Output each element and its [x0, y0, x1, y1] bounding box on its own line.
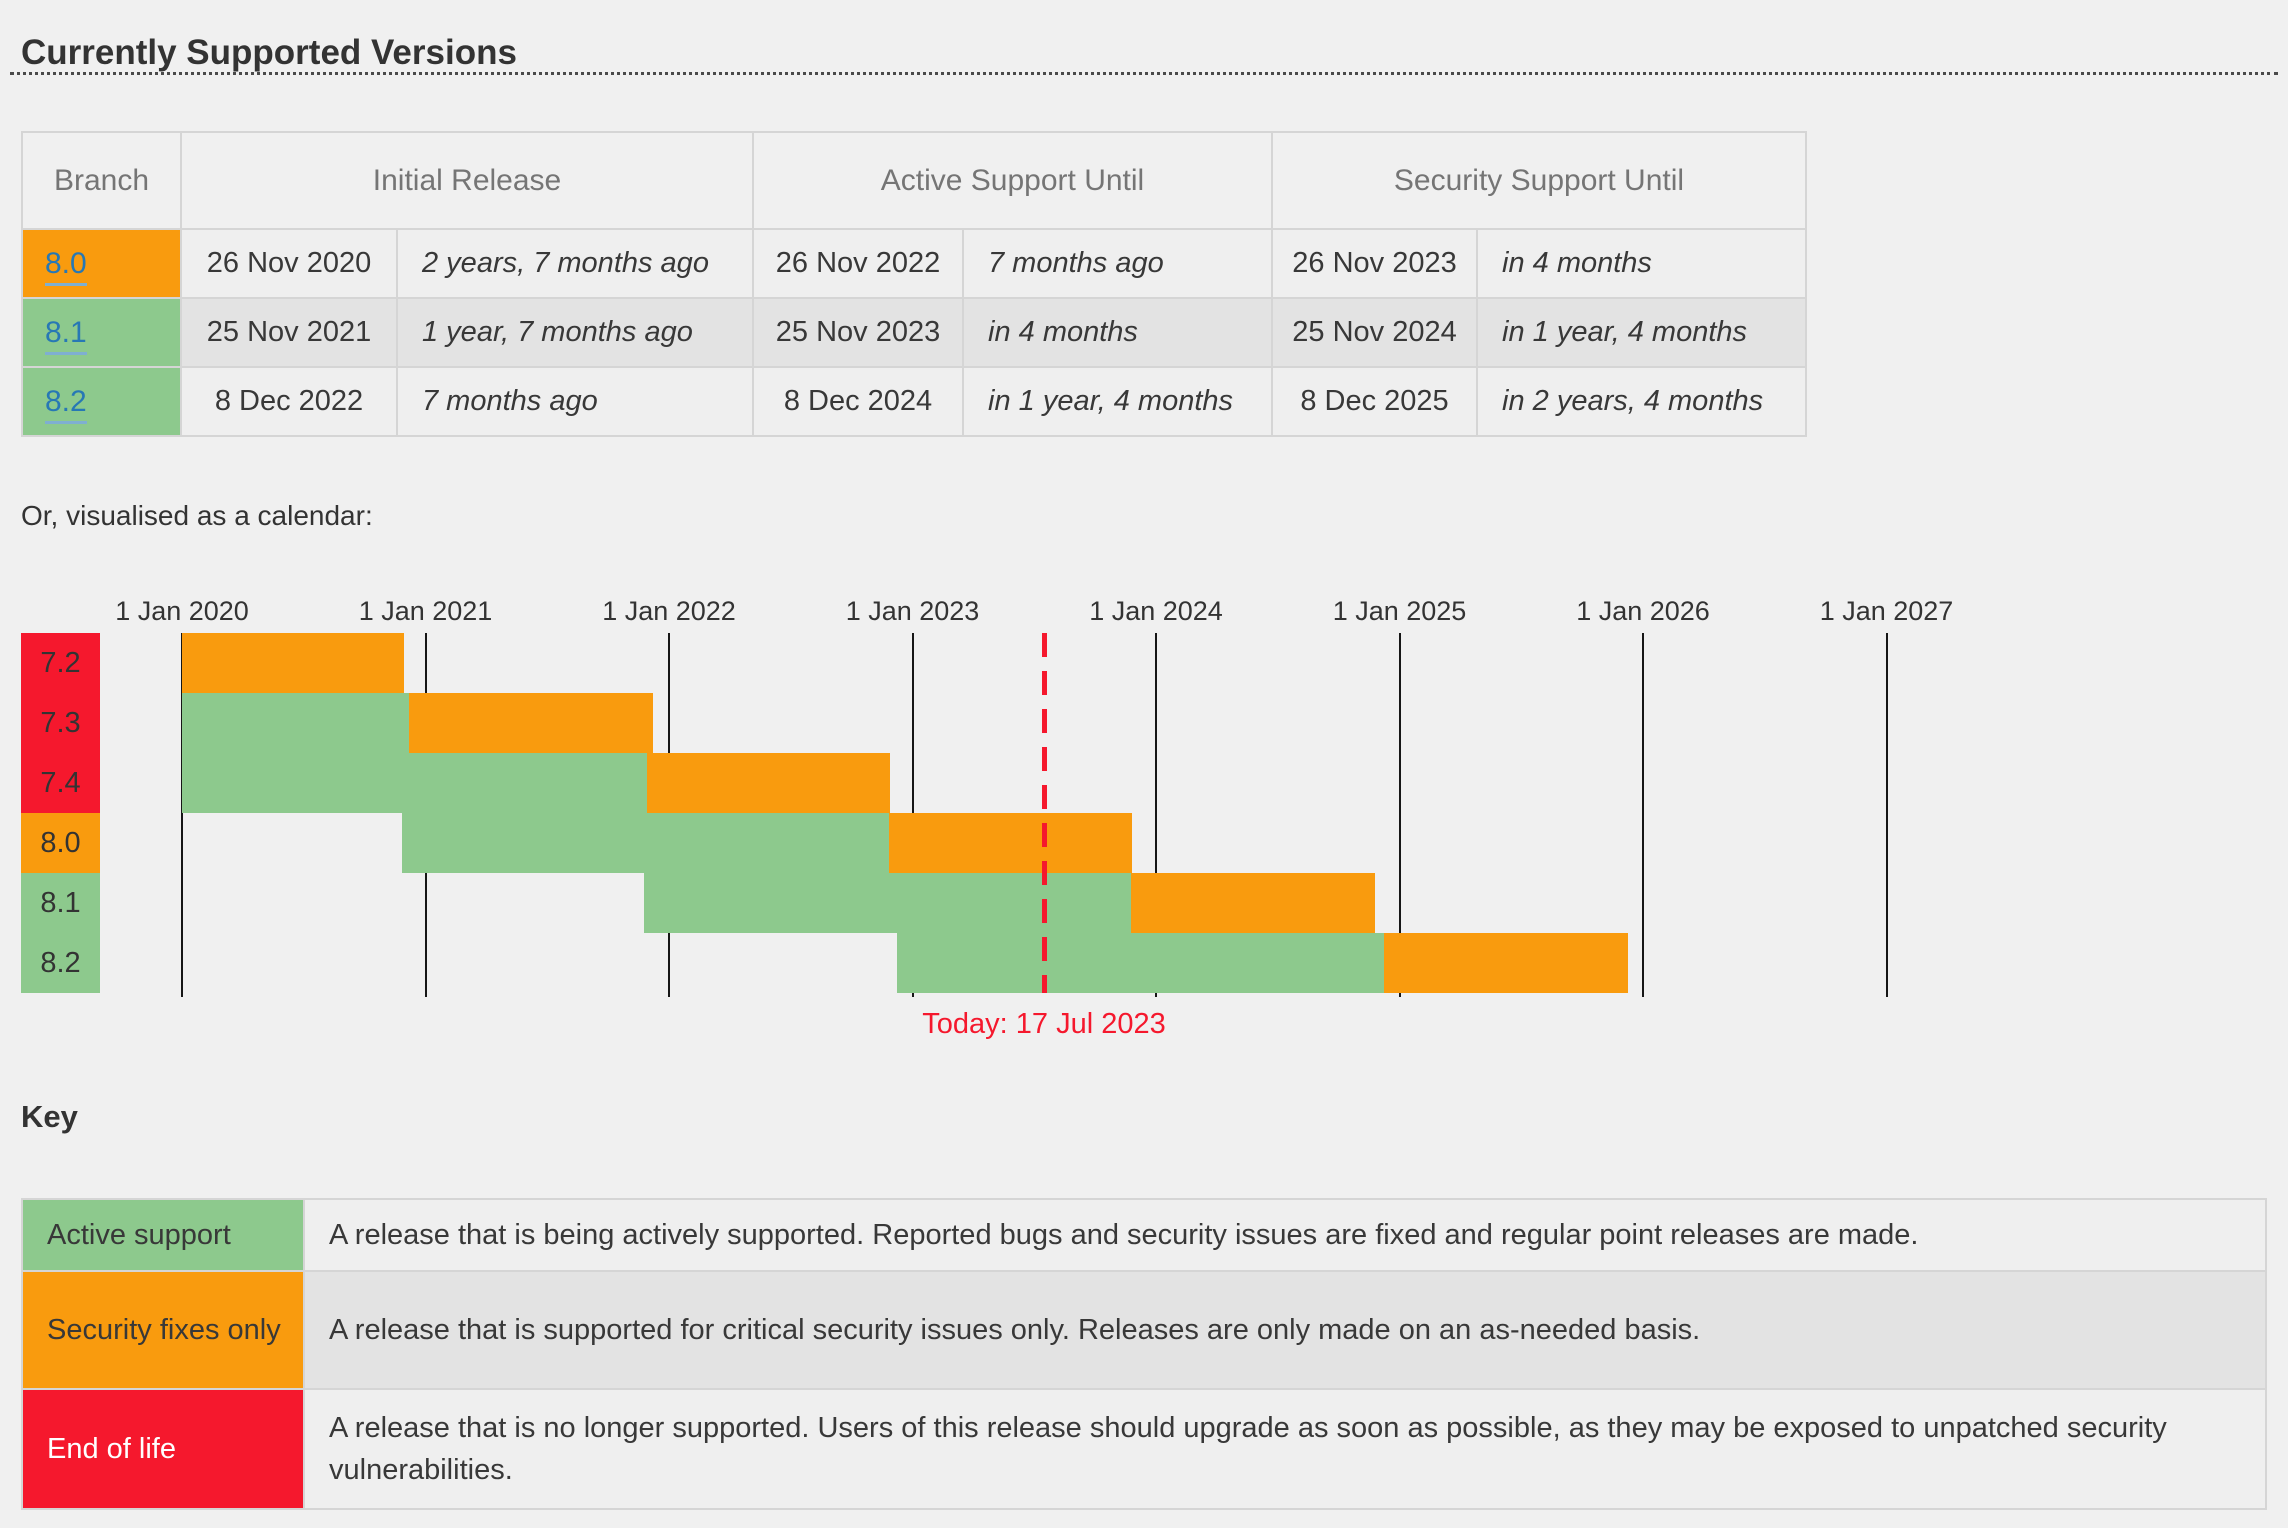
- branch-link[interactable]: 8.2: [45, 384, 87, 424]
- key-table-body: Active support A release that is being ac…: [21, 1197, 2267, 1511]
- support-bar-active: [182, 693, 410, 753]
- version-row-label: 8.0: [21, 813, 100, 873]
- year-gridline: [1398, 633, 1401, 997]
- col-header-security-support: Security Support Until: [1271, 131, 1807, 230]
- support-bar-active: [182, 753, 647, 813]
- branch-cell: 8.1: [21, 297, 182, 368]
- support-bar-active: [897, 933, 1385, 993]
- calendar-chart: 1 Jan 2020 1 Jan 2021 1 Jan 2022 1 Jan 2023…: [0, 560, 2288, 1040]
- support-bar-security: [888, 813, 1133, 873]
- key-color-cell: Security fixes only: [21, 1270, 305, 1391]
- axis-tick-label: 1 Jan 2027: [1819, 596, 1954, 626]
- security-until-cell: 8 Dec 2025: [1271, 366, 1478, 437]
- version-row-label: 7.3: [21, 693, 100, 753]
- col-header-initial-release: Initial Release: [180, 131, 754, 230]
- support-table-body: 8.0 26 Nov 2020 2 years, 7 months ago 26 No…: [21, 228, 1807, 437]
- axis-tick-label: 1 Jan 2021: [358, 596, 493, 626]
- security-until-cell: 26 Nov 2023: [1271, 228, 1478, 299]
- initial-release-cell: 8 Dec 2022: [180, 366, 398, 437]
- security-until-cell: 25 Nov 2024: [1271, 297, 1478, 368]
- security-until-relative-cell: in 4 months: [1476, 228, 1807, 299]
- table-row: 8.2 8 Dec 2022 7 months ago 8 Dec 2024 in 1 …: [21, 366, 1807, 437]
- version-row-label: 7.4: [21, 753, 100, 813]
- col-header-active-support: Active Support Until: [752, 131, 1273, 230]
- calendar-intro-text: Or, visualised as a calendar:: [21, 500, 373, 531]
- initial-release-cell: 26 Nov 2020: [180, 228, 398, 299]
- active-until-cell: 26 Nov 2022: [752, 228, 964, 299]
- axis-tick-label: 1 Jan 2023: [845, 596, 980, 626]
- key-row: End of life A release that is no longer s…: [21, 1388, 2267, 1511]
- year-gridline: [1642, 633, 1644, 997]
- col-header-branch: Branch: [21, 131, 182, 230]
- support-bar-security: [409, 693, 653, 753]
- branch-cell: 8.2: [21, 366, 182, 437]
- initial-release-relative-cell: 2 years, 7 months ago: [396, 228, 754, 299]
- axis-tick-label: 1 Jan 2025: [1332, 596, 1467, 626]
- active-until-cell: 8 Dec 2024: [752, 366, 964, 437]
- key-description-cell: A release that is being actively support…: [303, 1197, 2267, 1273]
- year-gridline: [181, 633, 183, 997]
- year-gridline: [1155, 633, 1157, 997]
- active-until-relative-cell: in 4 months: [962, 297, 1273, 368]
- today-line: [1041, 633, 1047, 993]
- key-title: Key: [21, 1099, 78, 1134]
- version-row-label: 8.2: [21, 933, 100, 993]
- support-bar-active: [401, 813, 889, 873]
- key-description-cell: A release that is supported for critical…: [303, 1270, 2267, 1391]
- key-row: Security fixes only A release that is sup…: [21, 1270, 2267, 1391]
- active-until-cell: 25 Nov 2023: [752, 297, 964, 368]
- axis-tick-label: 1 Jan 2022: [602, 596, 736, 626]
- version-row-label: 8.1: [21, 873, 100, 933]
- supported-versions-table: Branch Initial Release Active Support Un…: [21, 131, 1807, 437]
- key-color-cell: Active support: [21, 1197, 305, 1273]
- initial-release-relative-cell: 1 year, 7 months ago: [396, 297, 754, 368]
- year-gridline: [1885, 633, 1888, 997]
- table-header-row: Branch Initial Release Active Support Un…: [21, 131, 1807, 230]
- support-bar-active: [644, 873, 1132, 933]
- initial-release-relative-cell: 7 months ago: [396, 366, 754, 437]
- support-bar-security: [182, 633, 405, 693]
- axis-tick-label: 1 Jan 2020: [115, 596, 249, 626]
- active-until-relative-cell: 7 months ago: [962, 228, 1273, 299]
- active-until-relative-cell: in 1 year, 4 months: [962, 366, 1273, 437]
- branch-link[interactable]: 8.1: [45, 315, 87, 355]
- axis-tick-label: 1 Jan 2026: [1576, 596, 1710, 626]
- support-bar-security: [1384, 933, 1628, 993]
- table-row: 8.1 25 Nov 2021 1 year, 7 months ago 25 Nov…: [21, 297, 1807, 368]
- key-description-cell: A release that is no longer supported. U…: [303, 1388, 2267, 1511]
- key-table: Active support A release that is being ac…: [21, 1197, 2267, 1511]
- branch-cell: 8.0: [21, 228, 182, 299]
- today-label: Today: 17 Jul 2023: [922, 1008, 1166, 1040]
- security-until-relative-cell: in 1 year, 4 months: [1476, 297, 1807, 368]
- key-color-cell: End of life: [21, 1388, 305, 1511]
- heading-divider: [10, 72, 2278, 75]
- support-bar-security: [1131, 873, 1375, 933]
- initial-release-cell: 25 Nov 2021: [180, 297, 398, 368]
- support-bar-security: [646, 753, 891, 813]
- security-until-relative-cell: in 2 years, 4 months: [1476, 366, 1807, 437]
- page-title: Currently Supported Versions: [21, 33, 517, 73]
- axis-tick-label: 1 Jan 2024: [1089, 596, 1223, 626]
- version-row-label: 7.2: [21, 633, 100, 693]
- table-row: 8.0 26 Nov 2020 2 years, 7 months ago 26 No…: [21, 228, 1807, 299]
- key-row: Active support A release that is being ac…: [21, 1197, 2267, 1273]
- branch-link[interactable]: 8.0: [45, 246, 87, 286]
